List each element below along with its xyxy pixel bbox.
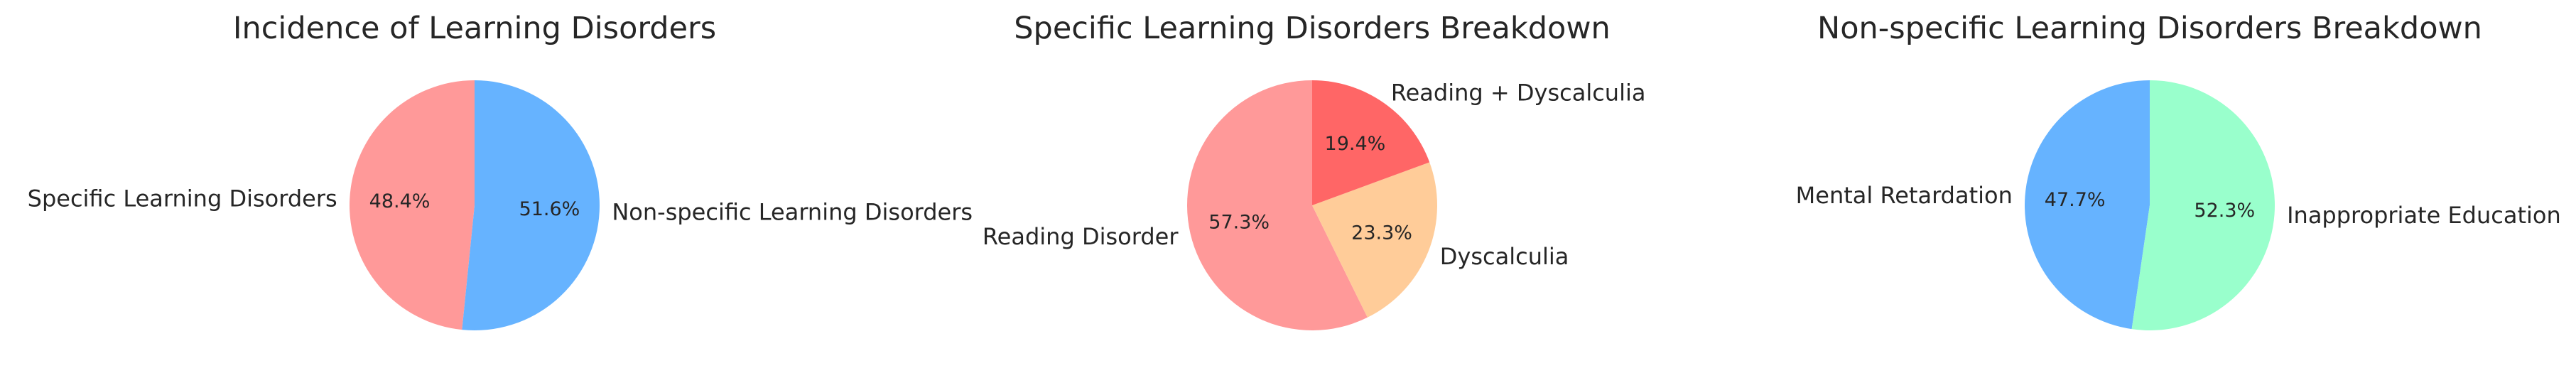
slice-label: Inappropriate Education <box>2287 202 2561 229</box>
pie-chart-nonspecific-breakdown: Non-specific Learning Disorders Breakdow… <box>1796 11 2561 331</box>
percent-label: 52.3% <box>2194 200 2255 222</box>
pie-slice <box>1312 162 1437 318</box>
slice-label: Specific Learning Disorders <box>28 185 337 212</box>
percent-label: 57.3% <box>1208 212 1270 234</box>
chart-title: Incidence of Learning Disorders <box>233 11 716 46</box>
pie-chart-incidence: Incidence of Learning Disorders Specific… <box>28 11 973 330</box>
slice-label: Dyscalculia <box>1440 243 1569 270</box>
percent-label: 19.4% <box>1325 133 1386 155</box>
percent-label: 23.3% <box>1351 222 1412 244</box>
chart-title: Non-specific Learning Disorders Breakdow… <box>1817 11 2482 46</box>
slice-label: Reading Disorder <box>983 223 1179 250</box>
slice-label: Reading + Dyscalculia <box>1391 79 1646 106</box>
pie-slice <box>462 80 600 330</box>
pie-slice <box>1312 80 1430 205</box>
pie-slice <box>350 80 475 330</box>
percent-label: 47.7% <box>2045 189 2106 211</box>
pie-chart-specific-breakdown: Specific Learning Disorders Breakdown Re… <box>983 11 1646 330</box>
pie-slice <box>2025 80 2150 330</box>
slice-label: Non-specific Learning Disorders <box>612 199 973 226</box>
pie-slice <box>2131 80 2275 331</box>
slice-label: Mental Retardation <box>1796 182 2013 209</box>
pie-slice <box>1187 80 1368 330</box>
percent-label: 51.6% <box>519 198 580 220</box>
chart-title: Specific Learning Disorders Breakdown <box>1014 11 1611 46</box>
percent-label: 48.4% <box>369 190 431 212</box>
